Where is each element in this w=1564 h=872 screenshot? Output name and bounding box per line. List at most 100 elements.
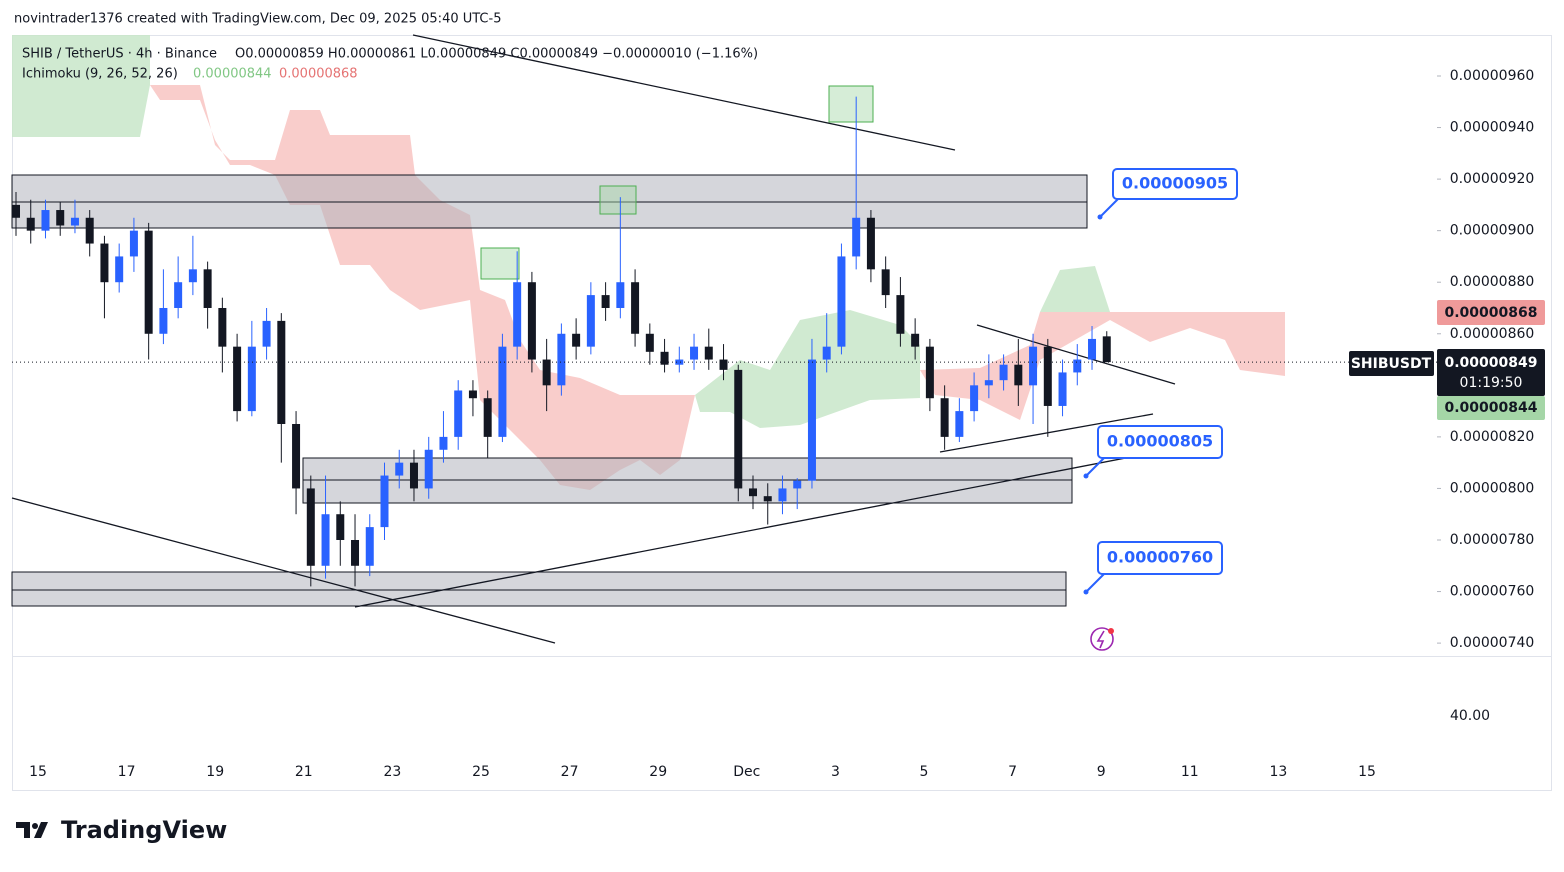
candle-body	[984, 380, 993, 386]
cloud-bottom-label-box	[1437, 396, 1545, 420]
x-tick-label: 9	[1097, 764, 1106, 780]
candle-body	[896, 295, 905, 334]
candle-body	[1058, 372, 1067, 406]
x-tick-label: Dec	[733, 764, 760, 780]
candle-body	[513, 282, 522, 347]
candle-body	[336, 514, 345, 540]
candle-body	[144, 230, 153, 334]
cloud-red	[920, 312, 1285, 420]
candle-body	[26, 217, 35, 231]
candle-body	[940, 398, 949, 437]
y-tick-label: 0.00000800	[1450, 480, 1535, 496]
candle-body	[233, 346, 242, 412]
candle-body	[911, 333, 920, 347]
candle-body	[129, 230, 138, 257]
callouts: 0.00000905 0.00000805 0.00000760	[1083, 168, 1238, 595]
candle-body	[837, 256, 846, 347]
candle-body	[365, 527, 374, 566]
brand: TradingView	[61, 816, 227, 844]
candle-body	[822, 346, 831, 360]
candle-body	[395, 462, 404, 476]
cloud-top-label: 0.00000868	[1445, 305, 1538, 321]
candle-body	[1043, 346, 1052, 406]
candle-body	[41, 210, 50, 231]
candle-body	[542, 359, 551, 386]
x-tick-label: 23	[383, 764, 401, 780]
credit: novintrader1376 created with TradingView…	[14, 12, 501, 27]
y-tick-label: 0.00000900	[1450, 223, 1535, 239]
candle-body	[380, 475, 389, 528]
callout-label: 0.00000905	[1122, 174, 1228, 193]
candle-body	[1014, 364, 1023, 386]
candle-body	[1102, 336, 1111, 363]
trendlines	[11, 34, 1176, 644]
cloud-green	[695, 310, 920, 428]
highlight-box	[599, 185, 637, 215]
callout-box	[1097, 541, 1223, 575]
last-price-box	[1437, 349, 1545, 396]
lightning-icon	[1090, 627, 1114, 651]
symbol-label-box	[1349, 351, 1434, 376]
x-tick-label: 17	[118, 764, 136, 780]
x-tick-label: 27	[561, 764, 579, 780]
candle-body	[527, 282, 536, 360]
cloud-top-label-box	[1437, 300, 1545, 325]
callout-dot	[1083, 473, 1089, 479]
candle-body	[690, 346, 699, 360]
candle-body	[159, 307, 168, 334]
candle-body	[704, 346, 713, 360]
candle-body	[203, 269, 212, 308]
symbol-label: SHIBUSDT	[1351, 356, 1432, 372]
candle-body	[1088, 338, 1097, 360]
callout-pointer	[1085, 457, 1105, 477]
indicator-value: 0.00000844	[193, 67, 272, 82]
candle-body	[85, 217, 94, 244]
trendline	[354, 449, 1168, 608]
x-tick-label: 15	[1358, 764, 1376, 780]
trendline	[939, 413, 1154, 453]
candle-body	[321, 514, 330, 566]
y-tick-label: 0.00000880	[1450, 274, 1535, 290]
candle-body	[601, 295, 610, 308]
candle-body	[262, 320, 271, 347]
candle-body	[468, 390, 477, 399]
candle-body	[763, 496, 772, 502]
highlight-boxes	[480, 85, 874, 280]
brand-logo	[16, 822, 48, 838]
candle-body	[778, 488, 787, 502]
y-tick-label: 0.00000780	[1450, 532, 1535, 548]
candle-body	[970, 385, 979, 412]
x-tick-label: 7	[1008, 764, 1017, 780]
cloud-green	[12, 35, 150, 137]
candle-body	[424, 449, 433, 489]
x-tick-label: 13	[1269, 764, 1287, 780]
indicator: Ichimoku (9, 26, 52, 26)	[22, 67, 178, 82]
candle-body	[100, 243, 109, 283]
cloud-bottom-label: 0.00000844	[1445, 400, 1538, 416]
candle-body	[852, 217, 861, 257]
x-tick-label: 25	[472, 764, 490, 780]
callout-pointer	[1085, 573, 1105, 593]
indicator-value: 0.00000868	[279, 67, 358, 82]
candle-body	[616, 282, 625, 308]
highlight-box	[480, 247, 520, 280]
candle-body	[70, 217, 79, 226]
x-tick-label: 15	[29, 764, 47, 780]
candle-body	[660, 351, 669, 365]
callout-dot	[1083, 589, 1089, 595]
trendline	[976, 324, 1176, 385]
highlight-box	[828, 85, 874, 123]
candle-body	[1029, 346, 1038, 386]
candle-body	[247, 346, 256, 412]
trendline	[412, 34, 956, 151]
countdown: 01:19:50	[1460, 375, 1523, 391]
candle-body	[793, 480, 802, 489]
candle-body	[174, 282, 183, 308]
candles	[12, 96, 1111, 587]
candle-body	[999, 364, 1008, 381]
candle-body	[306, 488, 315, 566]
ichimoku-cloud	[12, 35, 1285, 490]
y-tick-label: 0.00000960	[1450, 68, 1535, 84]
candle-body	[188, 269, 197, 283]
